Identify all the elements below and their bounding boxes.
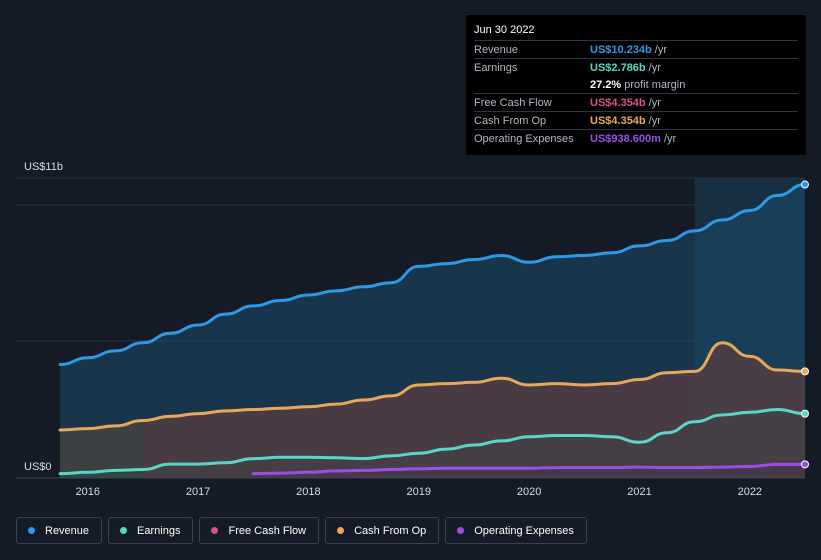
tooltip-unit: profit margin xyxy=(624,78,686,91)
tooltip-label: Cash From Op xyxy=(474,114,547,127)
tooltip-unit: /yr xyxy=(648,96,661,109)
legend-item-cash-from-op[interactable]: Cash From Op xyxy=(325,517,440,544)
tooltip-row-cash-from-op: Cash From Op US$4.354b /yr xyxy=(474,111,798,129)
legend-label: Revenue xyxy=(45,524,90,537)
free-cash-flow-dot-icon xyxy=(211,527,219,534)
legend-label: Free Cash Flow xyxy=(228,524,307,537)
chart: US$11b US$0 2016 2017 2018 2019 2020 2021 2022 xyxy=(16,161,809,498)
x-tick-label: 2017 xyxy=(186,486,210,498)
tooltip-row-earnings: Earnings US$2.786b /yr xyxy=(474,58,798,76)
legend-label: Operating Expenses xyxy=(474,524,574,537)
tooltip-date: Jun 30 2022 xyxy=(474,24,535,36)
x-tick-label: 2018 xyxy=(296,486,320,498)
tooltip: Jun 30 2022 Revenue US$10.234b /yr Earni… xyxy=(466,15,806,155)
end-dot-operating-expenses xyxy=(801,460,809,469)
tooltip-unit: /yr xyxy=(654,43,667,56)
cash-from-op-dot-icon xyxy=(337,527,345,534)
legend-label: Earnings xyxy=(137,524,181,537)
x-tick-label: 2021 xyxy=(627,486,651,498)
tooltip-value: US$938.600m xyxy=(590,132,661,145)
legend: Revenue Earnings Free Cash Flow Cash Fro… xyxy=(16,517,587,546)
end-dot-cash-from-op xyxy=(801,367,809,376)
legend-item-operating-expenses[interactable]: Operating Expenses xyxy=(445,517,587,544)
area-free-cash-flow xyxy=(142,342,805,478)
tooltip-row-revenue: Revenue US$10.234b /yr xyxy=(474,40,798,58)
tooltip-unit: /yr xyxy=(648,114,661,127)
tooltip-label: Earnings xyxy=(474,61,518,74)
line-earnings xyxy=(58,407,807,476)
tooltip-value: 27.2% xyxy=(590,78,622,91)
line-cash-from-op xyxy=(58,341,807,432)
x-tick-label: 2019 xyxy=(407,486,431,498)
end-dot-revenue xyxy=(801,180,809,189)
legend-item-revenue[interactable]: Revenue xyxy=(16,517,103,544)
legend-item-free-cash-flow[interactable]: Free Cash Flow xyxy=(199,517,320,544)
tooltip-value: US$4.354b xyxy=(590,96,646,109)
operating-expenses-dot-icon xyxy=(457,527,465,534)
area-earnings xyxy=(60,409,806,478)
x-tick-label: 2016 xyxy=(75,486,99,498)
legend-label: Cash From Op xyxy=(354,524,427,537)
tooltip-row-profit-margin: 27.2% profit margin xyxy=(474,76,798,93)
line-revenue xyxy=(58,183,807,366)
y-axis-top-label: US$11b xyxy=(24,161,63,173)
earnings-dot-icon xyxy=(120,527,128,534)
legend-item-earnings[interactable]: Earnings xyxy=(108,517,194,544)
end-dot-earnings xyxy=(801,409,809,418)
x-tick-label: 2022 xyxy=(738,486,762,498)
line-operating-expenses xyxy=(251,462,807,476)
y-axis-bottom-label: US$0 xyxy=(24,461,52,473)
tooltip-label: Free Cash Flow xyxy=(474,96,552,109)
tooltip-unit: /yr xyxy=(663,132,677,145)
tooltip-value: US$2.786b xyxy=(590,61,646,74)
tooltip-unit: /yr xyxy=(648,61,661,74)
tooltip-value: US$10.234b xyxy=(590,43,652,56)
tooltip-label: Revenue xyxy=(474,43,519,56)
tooltip-row-operating-expenses: Operating Expenses US$938.600m /yr xyxy=(474,129,798,147)
tooltip-label: Operating Expenses xyxy=(474,132,574,145)
x-tick-label: 2020 xyxy=(517,486,541,498)
revenue-dot-icon xyxy=(28,527,35,534)
tooltip-value: US$4.354b xyxy=(590,114,646,127)
tooltip-row-free-cash-flow: Free Cash Flow US$4.354b /yr xyxy=(474,93,798,111)
